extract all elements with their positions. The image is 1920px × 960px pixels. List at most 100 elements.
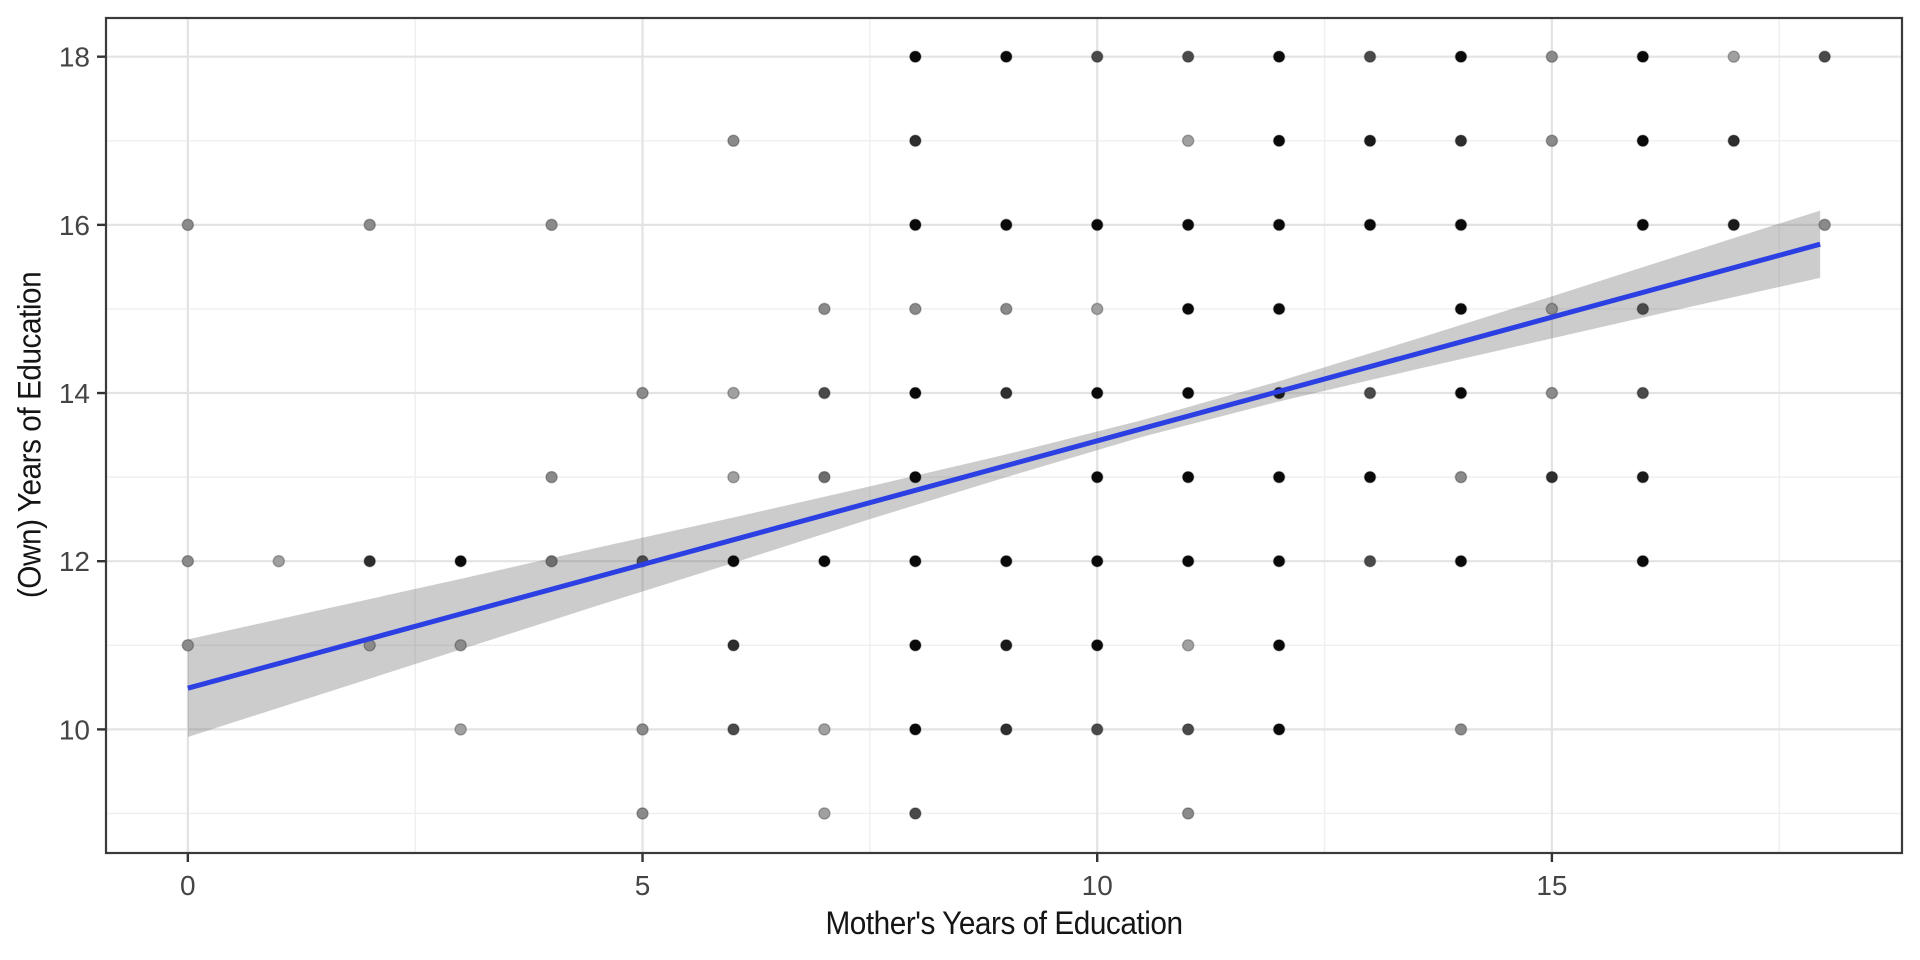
- regression-line: [187, 241, 1821, 691]
- data-point: [1181, 470, 1195, 484]
- data-point: [1090, 639, 1104, 652]
- data-point: [1090, 470, 1104, 484]
- data-point: [1636, 218, 1650, 232]
- data-point: [1181, 639, 1195, 652]
- data-point: [1272, 723, 1286, 736]
- data-point: [636, 807, 649, 820]
- data-point: [1181, 554, 1195, 568]
- data-point: [1181, 723, 1195, 736]
- y-tick-label: 14: [59, 378, 90, 409]
- data-point: [1272, 470, 1286, 484]
- data-point: [1181, 134, 1195, 148]
- y-tick-label: 16: [59, 210, 90, 241]
- data-point: [1090, 218, 1104, 232]
- data-point: [1727, 134, 1741, 148]
- data-point: [1454, 554, 1468, 568]
- data-point: [1363, 134, 1377, 148]
- data-point: [1363, 50, 1377, 63]
- data-point: [1727, 218, 1741, 232]
- data-point: [1818, 50, 1832, 63]
- data-point: [1454, 470, 1468, 484]
- data-point: [1545, 386, 1559, 400]
- data-point: [999, 386, 1013, 400]
- y-tick-label: 12: [59, 546, 90, 577]
- data-point: [818, 386, 831, 400]
- data-point: [909, 723, 922, 736]
- data-point: [1545, 134, 1559, 148]
- data-point: [999, 218, 1013, 232]
- data-point: [1090, 50, 1104, 63]
- data-point: [1181, 50, 1195, 63]
- confidence-band: [187, 210, 1821, 737]
- data-point: [1090, 723, 1104, 736]
- data-point: [1363, 386, 1377, 400]
- x-tick-label: 15: [1536, 870, 1567, 901]
- data-point: [1272, 554, 1286, 568]
- data-point: [818, 723, 831, 736]
- data-point: [454, 554, 467, 568]
- data-point: [1272, 639, 1286, 652]
- data-point: [363, 554, 377, 568]
- x-axis-title: Mother's Years of Education: [825, 905, 1183, 941]
- data-point: [1181, 807, 1195, 820]
- data-point: [1545, 470, 1559, 484]
- data-point: [909, 470, 922, 484]
- data-point: [1636, 302, 1650, 316]
- data-point: [1090, 302, 1104, 316]
- data-point: [1181, 386, 1195, 400]
- data-point: [999, 723, 1013, 736]
- data-point: [1181, 302, 1195, 316]
- data-point: [818, 470, 831, 484]
- data-point: [1636, 386, 1650, 400]
- data-point: [1363, 554, 1377, 568]
- y-axis-title: (Own) Years of Education: [11, 271, 48, 599]
- data-point: [1181, 218, 1195, 232]
- data-point: [545, 470, 558, 484]
- data-point: [1636, 134, 1650, 148]
- data-point: [1272, 302, 1286, 316]
- data-point: [1272, 134, 1286, 148]
- data-point: [818, 302, 831, 316]
- data-point: [1454, 723, 1468, 736]
- data-point: [1454, 218, 1468, 232]
- data-point: [1545, 50, 1559, 63]
- y-tick-label: 10: [59, 714, 90, 745]
- data-point: [1545, 302, 1559, 316]
- data-point: [1363, 470, 1377, 484]
- data-point: [1454, 50, 1468, 63]
- data-point: [999, 302, 1013, 316]
- data-point: [1454, 302, 1468, 316]
- data-point: [1363, 218, 1377, 232]
- data-point: [1636, 50, 1650, 63]
- data-point: [909, 50, 922, 63]
- data-point: [818, 554, 831, 568]
- x-tick-label: 0: [180, 870, 196, 901]
- data-point: [363, 218, 377, 232]
- data-point: [909, 134, 922, 148]
- y-tick-label: 18: [59, 42, 90, 73]
- data-point: [909, 807, 922, 820]
- data-point: [1090, 386, 1104, 400]
- data-point: [1454, 386, 1468, 400]
- data-point: [727, 639, 740, 652]
- data-point: [272, 554, 286, 568]
- data-point: [181, 554, 195, 568]
- data-point: [636, 723, 649, 736]
- data-point: [454, 723, 467, 736]
- data-point: [909, 639, 922, 652]
- data-point: [909, 218, 922, 232]
- data-point: [1727, 50, 1741, 63]
- data-point: [545, 554, 558, 568]
- data-point: [1272, 50, 1286, 63]
- data-point: [909, 302, 922, 316]
- data-point: [636, 386, 649, 400]
- data-point: [909, 554, 922, 568]
- data-point: [909, 386, 922, 400]
- x-tick-label: 10: [1082, 870, 1113, 901]
- data-point: [727, 723, 740, 736]
- data-point: [1636, 470, 1650, 484]
- plot-panel: [106, 18, 1902, 853]
- data-point: [999, 639, 1013, 652]
